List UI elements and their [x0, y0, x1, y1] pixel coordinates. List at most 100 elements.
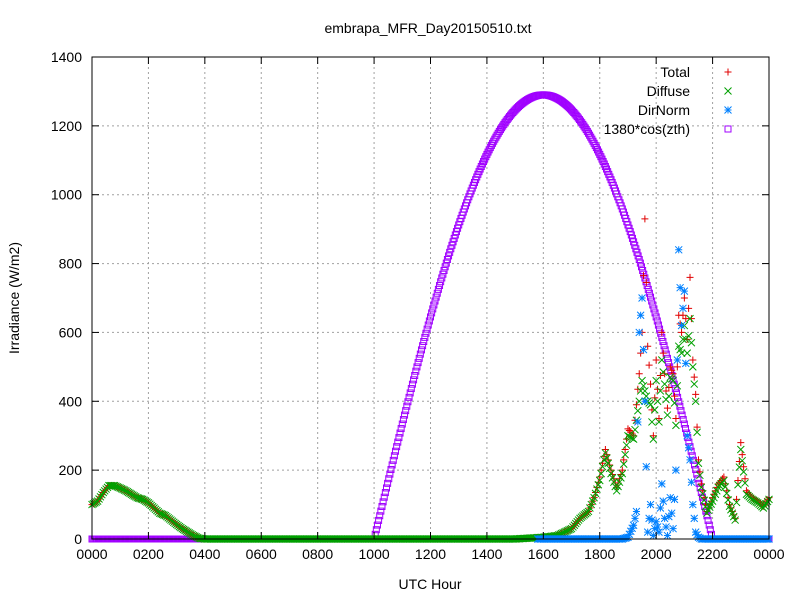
cos-zth-point	[380, 493, 388, 501]
cos-zth-point	[592, 144, 600, 152]
total-point	[713, 483, 721, 491]
y-tick-label: 1200	[51, 118, 82, 134]
diffuse-point	[679, 335, 687, 344]
dirnorm-point	[648, 516, 656, 524]
total-point	[663, 404, 671, 412]
cos-zth-point	[398, 420, 406, 428]
total-point	[642, 279, 650, 287]
cos-zth-point	[647, 293, 655, 301]
dirnorm-point	[656, 504, 665, 512]
dirnorm-point	[649, 531, 658, 540]
diffuse-point	[653, 397, 662, 406]
cos-zth-point	[381, 489, 389, 497]
dirnorm-point	[663, 531, 672, 540]
cos-zth-point	[430, 301, 438, 309]
cos-zth-point	[427, 313, 434, 321]
total-point	[652, 356, 660, 364]
total-point	[693, 423, 701, 431]
diffuse-point	[615, 478, 624, 487]
cos-zth-point	[671, 385, 679, 393]
cos-zth-point	[443, 256, 451, 264]
cos-zth-point	[676, 402, 684, 410]
cos-zth-point	[644, 285, 652, 293]
cos-zth-point	[482, 153, 490, 161]
diffuse-point	[136, 494, 144, 503]
total-point	[720, 473, 728, 481]
diffuse-point	[683, 349, 692, 357]
diffuse-point	[96, 492, 105, 501]
total-point	[618, 466, 626, 474]
diffuse-point	[657, 356, 666, 364]
cos-zth-point	[386, 470, 394, 478]
dirnorm-point	[677, 321, 686, 330]
total-point	[678, 328, 686, 336]
total-point	[696, 468, 704, 476]
chart-grid	[92, 57, 769, 539]
diffuse-point	[724, 495, 732, 504]
dirnorm-point	[669, 524, 677, 533]
cos-zth-point	[390, 452, 398, 460]
dirnorm-point	[691, 528, 700, 536]
diffuse-point	[663, 411, 672, 419]
cos-zth-point	[483, 150, 491, 158]
cos-zth-point	[659, 338, 667, 346]
diffuse-point	[639, 381, 648, 390]
diffuse-point	[694, 459, 703, 468]
diffuse-point	[697, 483, 706, 492]
dirnorm-point	[660, 514, 669, 523]
diffuse-point	[133, 493, 141, 502]
cos-zth-point	[480, 158, 488, 166]
dirnorm-point	[635, 328, 644, 337]
x-tick-label: 1000	[359, 546, 390, 562]
cos-zth-point	[396, 429, 404, 437]
cos-zth-point	[432, 293, 440, 301]
cos-zth-point	[445, 252, 453, 260]
dirnorm-point	[657, 480, 666, 488]
dirnorm-point	[667, 509, 676, 518]
diffuse-point	[732, 498, 741, 507]
cos-zth-point	[389, 456, 397, 464]
legend: Total Diffuse DirNorm 1380*cos(zth)	[604, 64, 732, 137]
cos-zth-point	[637, 263, 645, 271]
dirnorm-point	[666, 493, 675, 502]
diffuse-point	[608, 474, 617, 482]
dirnorm-point	[681, 359, 690, 368]
cos-zth-point	[596, 150, 604, 158]
diffuse-point	[688, 363, 697, 371]
dirnorm-point	[641, 397, 649, 406]
diffuse-point	[684, 332, 693, 340]
total-point	[726, 501, 734, 509]
cos-zth-point	[704, 516, 712, 524]
cos-zth-point	[393, 443, 401, 451]
dirnorm-point	[638, 294, 646, 302]
cos-zth-point	[679, 416, 687, 424]
y-tick-label: 1000	[51, 187, 82, 203]
dirnorm-point	[688, 500, 697, 509]
plot-frame	[91, 56, 770, 540]
diffuse-point	[621, 450, 629, 459]
diffuse-point	[677, 349, 686, 357]
cos-zth-point	[701, 502, 709, 510]
diffuse-point	[95, 495, 103, 503]
cos-zth-point	[397, 425, 405, 433]
cos-zth-point	[407, 385, 415, 393]
cos-zth-point	[413, 363, 421, 371]
diffuse-point	[619, 460, 628, 468]
dirnorm-point	[632, 507, 641, 516]
total-point	[668, 366, 676, 374]
total-point	[639, 272, 647, 280]
cos-zth-point	[645, 289, 653, 297]
diffuse-point	[602, 454, 611, 462]
diffuse-point	[686, 314, 694, 323]
cos-zth-point	[421, 333, 429, 341]
cos-zth-point	[411, 372, 419, 380]
cos-zth-point	[632, 245, 640, 253]
diffuse-point	[633, 406, 642, 415]
x-tick-label: 2000	[641, 546, 672, 562]
total-point	[666, 363, 674, 371]
total-point	[672, 415, 680, 422]
dirnorm-point	[643, 528, 652, 536]
x-tick-label: 1200	[415, 546, 446, 562]
dirnorm-point	[645, 514, 653, 523]
total-point	[649, 432, 657, 440]
